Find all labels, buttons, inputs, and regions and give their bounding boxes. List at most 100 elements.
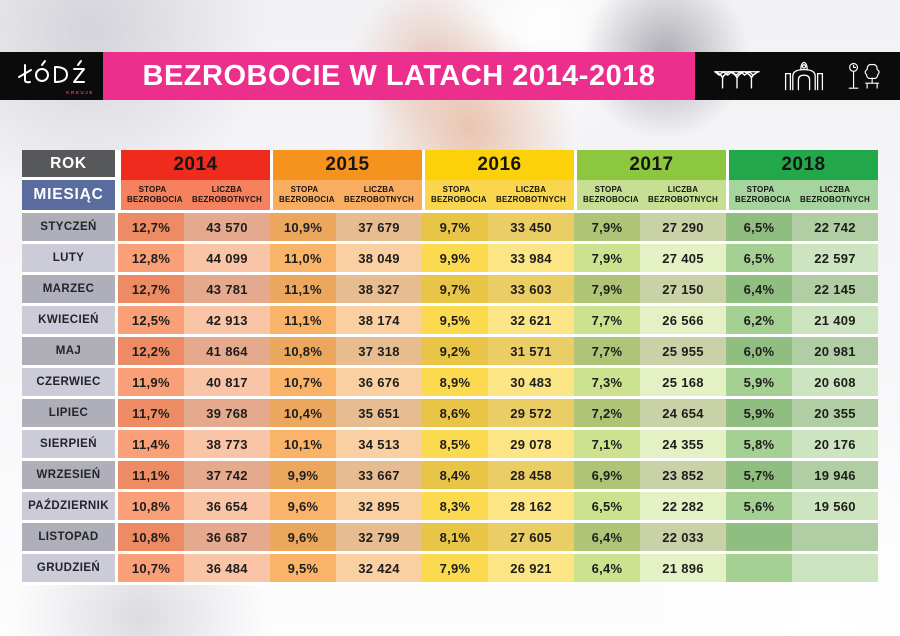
rate-cell: 6,9% (574, 461, 640, 492)
table-row: MARZEC 12,7% 43 781 11,1% 38 327 9,7% 33 603 7,… (22, 275, 878, 306)
month-cell: LUTY (22, 244, 118, 275)
rate-cell: 9,5% (270, 554, 336, 585)
subheader-count-2014: LICZBA BEZROBOTNYCH (184, 180, 270, 213)
subheader-rate-2018: STOPA BEZROBOCIA (726, 180, 792, 213)
month-cell: LIPIEC (22, 399, 118, 430)
subheader-count-2016: LICZBA BEZROBOTNYCH (488, 180, 574, 213)
rok-corner-cell: ROK (22, 150, 118, 180)
month-cell: WRZESIEŃ (22, 461, 118, 492)
count-cell: 20 608 (792, 368, 878, 399)
count-cell: 29 572 (488, 399, 574, 430)
year-header-2018: 2018 (726, 150, 878, 180)
rate-cell: 9,7% (422, 213, 488, 244)
subheader-row: MIESIĄC STOPA BEZROBOCIA LICZBA BEZROBOTNY… (22, 180, 878, 213)
count-cell: 33 667 (336, 461, 422, 492)
count-cell: 35 651 (336, 399, 422, 430)
rate-cell: 11,9% (118, 368, 184, 399)
rate-cell: 7,9% (574, 213, 640, 244)
rate-cell: 5,7% (726, 461, 792, 492)
count-cell: 27 290 (640, 213, 726, 244)
count-cell: 29 078 (488, 430, 574, 461)
count-cell: 27 405 (640, 244, 726, 275)
count-cell: 36 654 (184, 492, 270, 523)
lodz-logo-subtext: KREUJE (66, 90, 94, 95)
count-cell: 27 150 (640, 275, 726, 306)
table-row: CZERWIEC 11,9% 40 817 10,7% 36 676 8,9% 30 483… (22, 368, 878, 399)
subheader-rate-2017: STOPA BEZROBOCIA (574, 180, 640, 213)
count-cell: 22 282 (640, 492, 726, 523)
miesiac-corner-cell: MIESIĄC (22, 180, 118, 213)
count-cell: 38 049 (336, 244, 422, 275)
count-cell: 36 484 (184, 554, 270, 585)
count-cell: 21 896 (640, 554, 726, 585)
rate-cell: 7,3% (574, 368, 640, 399)
month-cell: MARZEC (22, 275, 118, 306)
rate-cell: 9,6% (270, 492, 336, 523)
table-row: WRZESIEŃ 11,1% 37 742 9,9% 33 667 8,4% 28 458 6… (22, 461, 878, 492)
page-title: BEZROBOCIE W LATACH 2014-2018 (142, 59, 656, 92)
rate-cell: 12,5% (118, 306, 184, 337)
count-cell: 36 687 (184, 523, 270, 554)
count-cell: 32 621 (488, 306, 574, 337)
rate-cell: 8,1% (422, 523, 488, 554)
rate-cell: 5,9% (726, 399, 792, 430)
year-header-2015: 2015 (270, 150, 422, 180)
rate-cell: 8,4% (422, 461, 488, 492)
rate-cell: 6,5% (726, 213, 792, 244)
subheader-count-2018: LICZBA BEZROBOTNYCH (792, 180, 878, 213)
rate-cell: 6,4% (574, 554, 640, 585)
month-cell: GRUDZIEŃ (22, 554, 118, 585)
rate-cell: 10,8% (270, 337, 336, 368)
rate-cell: 7,9% (422, 554, 488, 585)
rate-cell: 11,1% (270, 275, 336, 306)
subheader-rate-2015: STOPA BEZROBOCIA (270, 180, 336, 213)
count-cell: 22 145 (792, 275, 878, 306)
count-cell: 26 566 (640, 306, 726, 337)
count-cell: 37 679 (336, 213, 422, 244)
count-cell: 25 168 (640, 368, 726, 399)
count-cell: 38 174 (336, 306, 422, 337)
subheader-count-2015: LICZBA BEZROBOTNYCH (336, 180, 422, 213)
rate-cell: 12,8% (118, 244, 184, 275)
landmark-icons-box (695, 52, 900, 100)
rate-cell: 8,5% (422, 430, 488, 461)
rate-cell: 5,9% (726, 368, 792, 399)
rate-cell: 9,9% (270, 461, 336, 492)
rate-cell: 12,7% (118, 213, 184, 244)
count-cell: 43 781 (184, 275, 270, 306)
unicorn-stable-icon (711, 59, 763, 93)
count-cell: 39 768 (184, 399, 270, 430)
rate-cell: 5,8% (726, 430, 792, 461)
rate-cell: 6,4% (726, 275, 792, 306)
count-cell: 43 570 (184, 213, 270, 244)
count-cell: 22 033 (640, 523, 726, 554)
rate-cell: 6,5% (574, 492, 640, 523)
rate-cell: 8,9% (422, 368, 488, 399)
rate-cell: 7,2% (574, 399, 640, 430)
rate-cell: 9,9% (422, 244, 488, 275)
table-wrapper: ROK 2014 2015 2016 2017 2018 MIESIĄC STOPA BEZR… (22, 150, 878, 585)
rate-cell: 5,6% (726, 492, 792, 523)
rate-cell: 8,6% (422, 399, 488, 430)
rate-cell: 10,1% (270, 430, 336, 461)
month-cell: LISTOPAD (22, 523, 118, 554)
month-cell: CZERWIEC (22, 368, 118, 399)
count-cell: 24 355 (640, 430, 726, 461)
count-cell: 20 981 (792, 337, 878, 368)
rate-cell: 10,7% (118, 554, 184, 585)
count-cell: 21 409 (792, 306, 878, 337)
count-cell: 33 603 (488, 275, 574, 306)
gate-icon (780, 58, 828, 94)
count-cell (792, 554, 878, 585)
rate-cell: 7,9% (574, 244, 640, 275)
lodz-logo-box: KREUJE (0, 52, 103, 100)
count-cell: 40 817 (184, 368, 270, 399)
count-cell: 37 742 (184, 461, 270, 492)
rate-cell: 12,7% (118, 275, 184, 306)
month-cell: KWIECIEŃ (22, 306, 118, 337)
count-cell: 25 955 (640, 337, 726, 368)
rate-cell: 9,5% (422, 306, 488, 337)
count-cell: 32 895 (336, 492, 422, 523)
year-header-2017: 2017 (574, 150, 726, 180)
